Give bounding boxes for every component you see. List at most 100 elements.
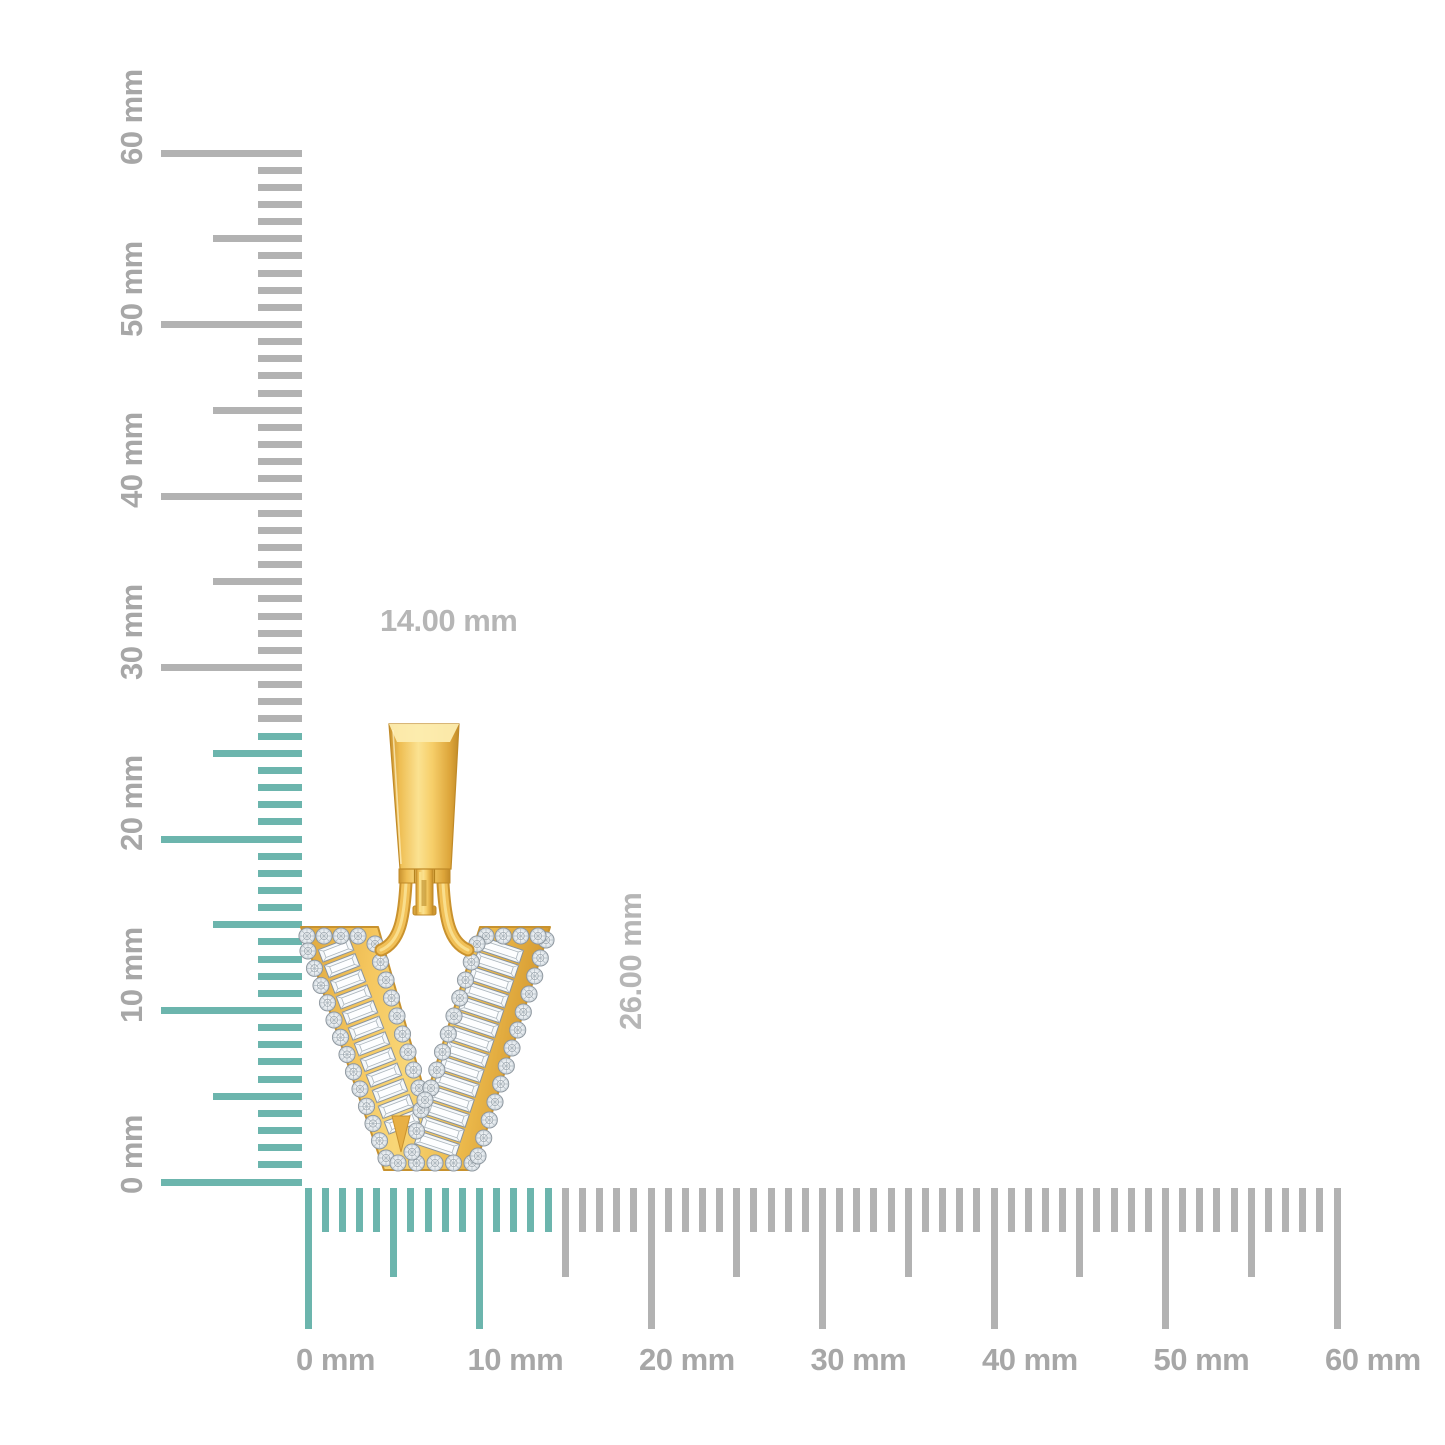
h-tick-21mm [664,1188,672,1232]
v-tick-37mm [258,543,302,551]
h-tick-6mm [407,1188,415,1232]
v-tick-12mm [258,972,302,980]
h-tick-5mm [390,1188,398,1277]
v-tick-31mm [258,646,302,654]
h-ruler-label-60mm: 60 mm [1325,1342,1421,1377]
v-tick-13mm [258,955,302,963]
h-tick-44mm [1059,1188,1067,1232]
pendant-hook-arms [374,876,475,957]
h-tick-16mm [578,1188,586,1232]
v-tick-47mm [258,372,302,380]
h-tick-10mm [476,1188,483,1329]
v-tick-18mm [258,869,302,877]
h-tick-13mm [527,1188,535,1232]
h-tick-60mm [1333,1188,1341,1329]
h-tick-48mm [1127,1188,1135,1232]
v-tick-56mm [258,218,302,226]
h-ruler-label-20mm: 20 mm [639,1342,735,1377]
h-tick-47mm [1110,1188,1118,1232]
h-ruler-label-10mm: 10 mm [467,1342,564,1377]
h-tick-11mm [493,1188,501,1232]
v-tick-60mm [161,149,302,157]
h-tick-36mm [921,1188,929,1232]
v-tick-51mm [258,303,302,311]
h-tick-24mm [716,1188,724,1232]
h-tick-27mm [767,1188,775,1232]
v-tick-5mm [213,1092,302,1100]
h-tick-7mm [424,1188,432,1232]
pendant-hinge [398,868,451,916]
v-tick-40mm [161,492,302,500]
h-tick-30mm [819,1188,826,1329]
v-tick-19mm [258,852,302,860]
h-tick-57mm [1282,1188,1290,1232]
v-tick-6mm [258,1075,302,1083]
v-tick-59mm [258,166,302,174]
h-tick-28mm [784,1188,792,1232]
h-tick-4mm [373,1188,381,1232]
v-tick-3mm [258,1127,302,1135]
v-tick-4mm [258,1109,302,1117]
h-tick-26mm [750,1188,758,1232]
v-tick-43mm [258,441,302,449]
v-tick-38mm [258,526,302,534]
h-tick-12mm [510,1188,518,1232]
v-tick-28mm [258,698,302,706]
v-tick-1mm [258,1161,302,1169]
h-tick-33mm [870,1188,878,1232]
v-tick-44mm [258,423,302,431]
v-tick-33mm [258,612,302,620]
v-tick-58mm [258,183,302,191]
h-ruler-label-40mm: 40 mm [982,1342,1078,1377]
v-tick-29mm [258,681,302,689]
h-tick-55mm [1247,1188,1255,1277]
v-tick-54mm [258,252,302,260]
h-tick-50mm [1162,1188,1169,1329]
v-tick-45mm [213,406,302,414]
h-tick-37mm [939,1188,947,1232]
h-tick-1mm [321,1188,329,1232]
h-tick-0mm [304,1188,312,1329]
h-tick-54mm [1230,1188,1238,1232]
h-tick-34mm [887,1188,895,1232]
v-tick-11mm [258,989,302,997]
h-tick-29mm [801,1188,809,1232]
v-tick-7mm [258,1058,302,1066]
v-tick-10mm [161,1007,302,1014]
v-tick-0mm [161,1178,302,1186]
h-tick-56mm [1264,1188,1272,1232]
v-tick-20mm [161,835,302,843]
h-tick-31mm [836,1188,844,1232]
h-tick-58mm [1299,1188,1307,1232]
v-tick-36mm [258,561,302,569]
v-tick-26mm [258,732,302,740]
height-dimension-label: 26.00 mm [613,892,648,1030]
v-tick-25mm [213,749,302,757]
v-tick-24mm [258,766,302,774]
v-tick-23mm [258,784,302,792]
h-tick-14mm [544,1188,552,1232]
h-tick-40mm [990,1188,998,1329]
h-tick-41mm [1007,1188,1015,1232]
channel-tip-detail [391,1115,411,1153]
h-tick-51mm [1179,1188,1187,1232]
h-tick-35mm [904,1188,912,1277]
h-tick-2mm [338,1188,346,1232]
v-tick-27mm [258,715,302,723]
v-tick-15mm [213,921,302,929]
v-tick-8mm [258,1041,302,1049]
h-tick-43mm [1041,1188,1049,1232]
h-tick-22mm [681,1188,689,1232]
v-tick-46mm [258,389,302,397]
h-tick-23mm [698,1188,706,1232]
v-tick-48mm [258,355,302,363]
v-tick-14mm [258,938,302,946]
h-tick-15mm [561,1188,569,1277]
h-tick-18mm [613,1188,621,1232]
v-tick-22mm [258,801,302,809]
h-tick-42mm [1024,1188,1032,1232]
h-tick-59mm [1316,1188,1324,1232]
v-tick-34mm [258,595,302,603]
